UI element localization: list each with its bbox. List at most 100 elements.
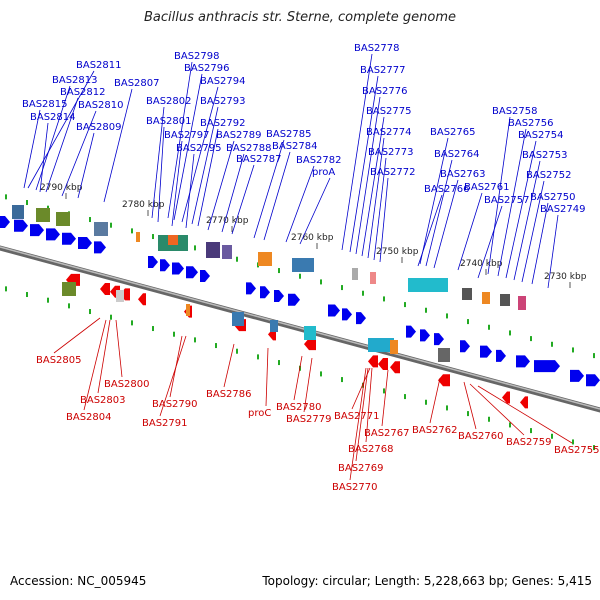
genome-backbone (0, 245, 600, 413)
tick-row-upper-tick (89, 217, 91, 223)
forward-gene-arrow (94, 241, 106, 254)
feature-box (408, 278, 448, 292)
tick-row-lower-tick (257, 354, 259, 360)
top-gene-label: proA (312, 167, 335, 178)
top-gene-label: BAS2792 (200, 118, 246, 129)
top-label-leader (513, 160, 541, 281)
tick-row-lower-tick (572, 439, 574, 445)
top-label-leader (23, 109, 41, 189)
tick-row-lower-tick (68, 303, 70, 309)
feature-box (258, 252, 272, 266)
top-label-leader (151, 106, 165, 219)
forward-gene-arrow (516, 355, 530, 368)
top-label-leader (425, 159, 453, 267)
top-gene-label: BAS2777 (360, 65, 406, 76)
top-label-leader (167, 61, 193, 219)
tick-row-lower-tick (551, 433, 553, 439)
forward-gene-arrow (420, 329, 430, 342)
tick-row-lower-tick (425, 399, 427, 405)
top-gene-label: BAS2810 (78, 100, 124, 111)
feature-box (482, 292, 490, 304)
top-label-leader (487, 116, 511, 275)
bottom-gene-label: BAS2770 (332, 482, 378, 493)
bottom-gene-label: BAS2768 (348, 444, 394, 455)
bottom-label-leader (159, 335, 187, 417)
bottom-gene-label: proC (248, 408, 271, 419)
tick-row-upper-tick (299, 273, 301, 279)
bottom-gene-label: BAS2771 (334, 411, 380, 422)
feature-box (390, 340, 398, 354)
top-label-leader (361, 116, 385, 257)
top-label-leader (355, 96, 381, 255)
forward-gene-arrow (62, 232, 76, 245)
tick-row-lower-tick (593, 445, 595, 451)
tick-row-upper-tick (509, 330, 511, 336)
bottom-label-leader (97, 319, 111, 394)
tick-row-lower-tick (5, 286, 7, 292)
feature-box (62, 282, 76, 296)
reverse-gene-arrow (390, 361, 400, 374)
reverse-gene-arrow (520, 396, 528, 409)
tick-row-lower-tick (341, 377, 343, 383)
top-gene-label: BAS2797 (164, 130, 210, 141)
tick-row-lower-tick (152, 326, 154, 332)
top-label-leader (39, 122, 49, 193)
forward-gene-arrow (172, 262, 184, 275)
tick-row-lower-tick (110, 314, 112, 320)
feature-box (36, 208, 50, 222)
feature-box (462, 288, 472, 300)
forward-gene-arrow (434, 333, 444, 346)
top-gene-label: BAS2753 (522, 150, 568, 161)
top-label-leader (77, 132, 95, 199)
top-label-leader (285, 165, 315, 243)
feature-box (352, 268, 358, 280)
top-label-leader (299, 177, 331, 245)
forward-gene-arrow (496, 349, 506, 362)
tick-row-lower-tick (467, 411, 469, 417)
tick-row-lower-tick (89, 309, 91, 315)
forward-gene-arrow (274, 289, 284, 302)
top-gene-label: BAS2778 (354, 43, 400, 54)
top-label-leader (379, 177, 389, 263)
bottom-gene-label: BAS2760 (458, 431, 504, 442)
top-gene-label: BAS2763 (440, 169, 486, 180)
top-gene-label: BAS2814 (30, 112, 76, 123)
top-label-leader (103, 88, 133, 203)
feature-box (438, 348, 450, 362)
tick-row-upper-tick (194, 245, 196, 251)
top-gene-label: BAS2793 (200, 96, 246, 107)
top-gene-label: BAS2796 (184, 63, 230, 74)
top-label-leader (231, 164, 255, 235)
tick-row-lower-tick (509, 422, 511, 428)
scale-label: 2790 kbp (40, 183, 83, 193)
bottom-label-leader (265, 347, 269, 407)
tick-row-lower-tick (320, 371, 322, 377)
top-gene-label: BAS2764 (434, 149, 480, 160)
feature-box (12, 205, 24, 219)
tick-row-lower-tick (26, 292, 28, 298)
tick-row-upper-tick (446, 313, 448, 319)
feature-box (500, 294, 510, 306)
top-gene-label: BAS2782 (296, 155, 342, 166)
top-gene-label: BAS2776 (362, 86, 408, 97)
tick-row-upper-tick (278, 268, 280, 274)
feature-box (94, 222, 108, 236)
forward-gene-arrow (30, 224, 44, 237)
tick-row-upper-tick (131, 228, 133, 234)
top-label-leader (497, 128, 527, 277)
tick-row-upper-tick (320, 279, 322, 285)
tick-row-lower-tick (236, 348, 238, 354)
forward-gene-arrow (342, 308, 352, 321)
top-gene-label: BAS2795 (176, 143, 222, 154)
top-label-leader (531, 202, 549, 285)
reverse-gene-arrow (304, 338, 316, 351)
tick-row-lower-tick (488, 416, 490, 422)
forward-gene-arrow (534, 360, 560, 373)
top-label-leader (45, 97, 79, 193)
feature-box (222, 245, 232, 259)
bottom-label-leader (115, 319, 123, 378)
scale-label: 2780 kbp (122, 200, 165, 210)
feature-box (370, 272, 376, 284)
top-label-leader (547, 214, 559, 289)
top-gene-label: BAS2765 (430, 127, 476, 138)
